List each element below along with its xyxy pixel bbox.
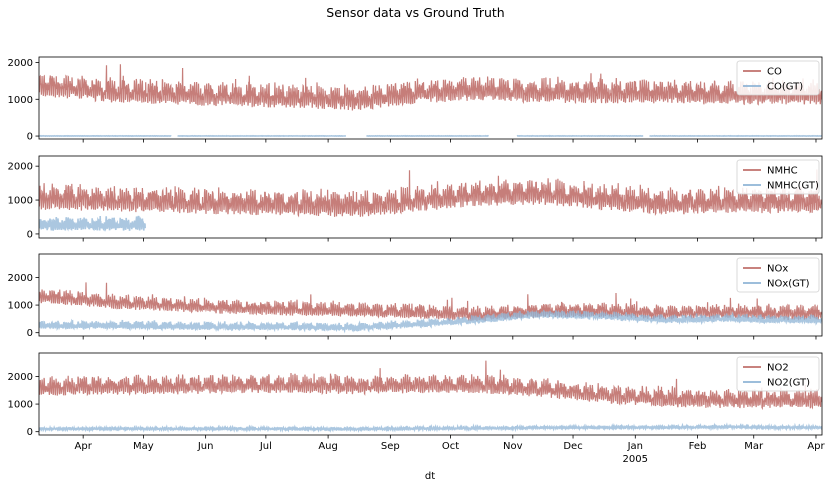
- y-tick-label: 0: [27, 132, 33, 143]
- x-axis: Apr May Jun Jul Aug Sep Oct Nov Dec Jan 2005 Feb Mar…: [75, 441, 826, 465]
- x-tick-label: Apr: [807, 441, 825, 452]
- subplot-1: 0 1000 2000 CO CO(GT): [8, 56, 823, 143]
- figure-title: Sensor data vs Ground Truth: [326, 5, 504, 20]
- y-tick-label: 1000: [8, 301, 33, 312]
- x-tick-label: Feb: [689, 441, 707, 452]
- x-tick-label: Mar: [744, 441, 764, 452]
- y-tick-label: 1000: [8, 400, 33, 411]
- series-line-nox: [39, 282, 822, 322]
- legend-label: NOx(GT): [767, 279, 810, 290]
- x-tick-label: Nov: [503, 441, 523, 452]
- legend: NOx NOx(GT): [736, 257, 820, 293]
- y-tick-label: 1000: [8, 95, 33, 106]
- legend-label: NMHC: [767, 166, 798, 177]
- subplot-4: 0 1000 2000 NO2 NO2(GT): [8, 352, 823, 439]
- legend-label: NO2: [767, 363, 789, 374]
- axes-frame: [38, 253, 823, 337]
- y-tick-label: 0: [27, 229, 33, 240]
- x-tick-label: Jan: [627, 441, 643, 452]
- x-axis-label: dt: [425, 471, 435, 482]
- legend-label: NOx: [767, 264, 788, 275]
- y-tick-label: 2000: [8, 273, 33, 284]
- subplots: 0 1000 2000 CO CO(GT) 0 1000 2000 NMHC NMHC(GT) 0 1…: [8, 56, 823, 439]
- y-tick-label: 0: [27, 328, 33, 339]
- y-tick-label: 1000: [8, 196, 33, 207]
- legend-label: NO2(GT): [767, 378, 810, 389]
- axes-frame: [38, 155, 823, 239]
- x-tick-label: Jun: [197, 441, 214, 452]
- axes-frame: [38, 56, 823, 140]
- series-line-noxgt: [39, 309, 822, 334]
- x-tick-label: Apr: [75, 441, 93, 452]
- y-tick-label: 2000: [8, 58, 33, 69]
- x-tick-year-label: 2005: [623, 454, 648, 465]
- series-line-no2: [39, 360, 822, 411]
- y-tick-label: 2000: [8, 162, 33, 173]
- x-tick-label: May: [133, 441, 154, 452]
- x-tick-label: Aug: [318, 441, 338, 452]
- series-line-nmhcgt: [39, 215, 146, 232]
- legend: NO2 NO2(GT): [736, 356, 820, 392]
- x-tick-label: Oct: [442, 441, 459, 452]
- legend: CO CO(GT): [736, 60, 820, 96]
- x-tick-label: Sep: [381, 441, 400, 452]
- y-tick-label: 2000: [8, 372, 33, 383]
- legend-label: CO: [767, 67, 782, 78]
- subplot-3: 0 1000 2000 NOx NOx(GT): [8, 253, 823, 340]
- legend-label: CO(GT): [767, 82, 803, 93]
- x-tick-label: Dec: [563, 441, 582, 452]
- y-tick-label: 0: [27, 427, 33, 438]
- legend: NMHC NMHC(GT): [736, 159, 820, 195]
- legend-label: NMHC(GT): [767, 181, 819, 192]
- series-line-no2gt: [39, 422, 822, 433]
- axes-frame: [38, 352, 823, 436]
- x-tick-label: Jul: [259, 441, 272, 452]
- subplot-2: 0 1000 2000 NMHC NMHC(GT): [8, 155, 823, 242]
- series-line-nmhc: [39, 169, 822, 218]
- series-line-co: [39, 64, 822, 111]
